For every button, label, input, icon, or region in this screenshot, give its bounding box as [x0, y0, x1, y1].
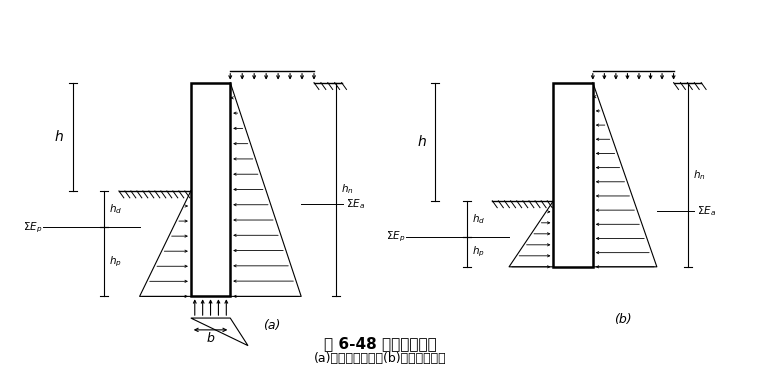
Text: $\Sigma E_p$: $\Sigma E_p$ [386, 230, 405, 244]
Text: h: h [55, 130, 64, 144]
Text: h: h [417, 135, 426, 149]
Text: $h_p$: $h_p$ [472, 245, 484, 259]
Text: $\Sigma E_p$: $\Sigma E_p$ [24, 220, 43, 235]
Text: $\Sigma E_a$: $\Sigma E_a$ [697, 204, 717, 218]
Text: b: b [207, 332, 214, 345]
Bar [553, 83, 593, 267]
Text: $\Sigma E_a$: $\Sigma E_a$ [346, 197, 365, 211]
Text: (a)沙土及碎石土；(b)粘性土及粉土: (a)沙土及碎石土；(b)粘性土及粉土 [314, 352, 446, 365]
Text: $h_n$: $h_n$ [340, 183, 353, 196]
Text: $h_n$: $h_n$ [693, 168, 706, 182]
Text: $h_p$: $h_p$ [109, 255, 122, 269]
Text: 图 6-48 水泥土围护墙: 图 6-48 水泥土围护墙 [324, 336, 436, 351]
Text: $h_d$: $h_d$ [109, 202, 122, 216]
Text: (a): (a) [263, 320, 280, 332]
Bar [191, 83, 230, 296]
Text: $h_d$: $h_d$ [472, 212, 485, 226]
Text: (b): (b) [613, 312, 631, 326]
